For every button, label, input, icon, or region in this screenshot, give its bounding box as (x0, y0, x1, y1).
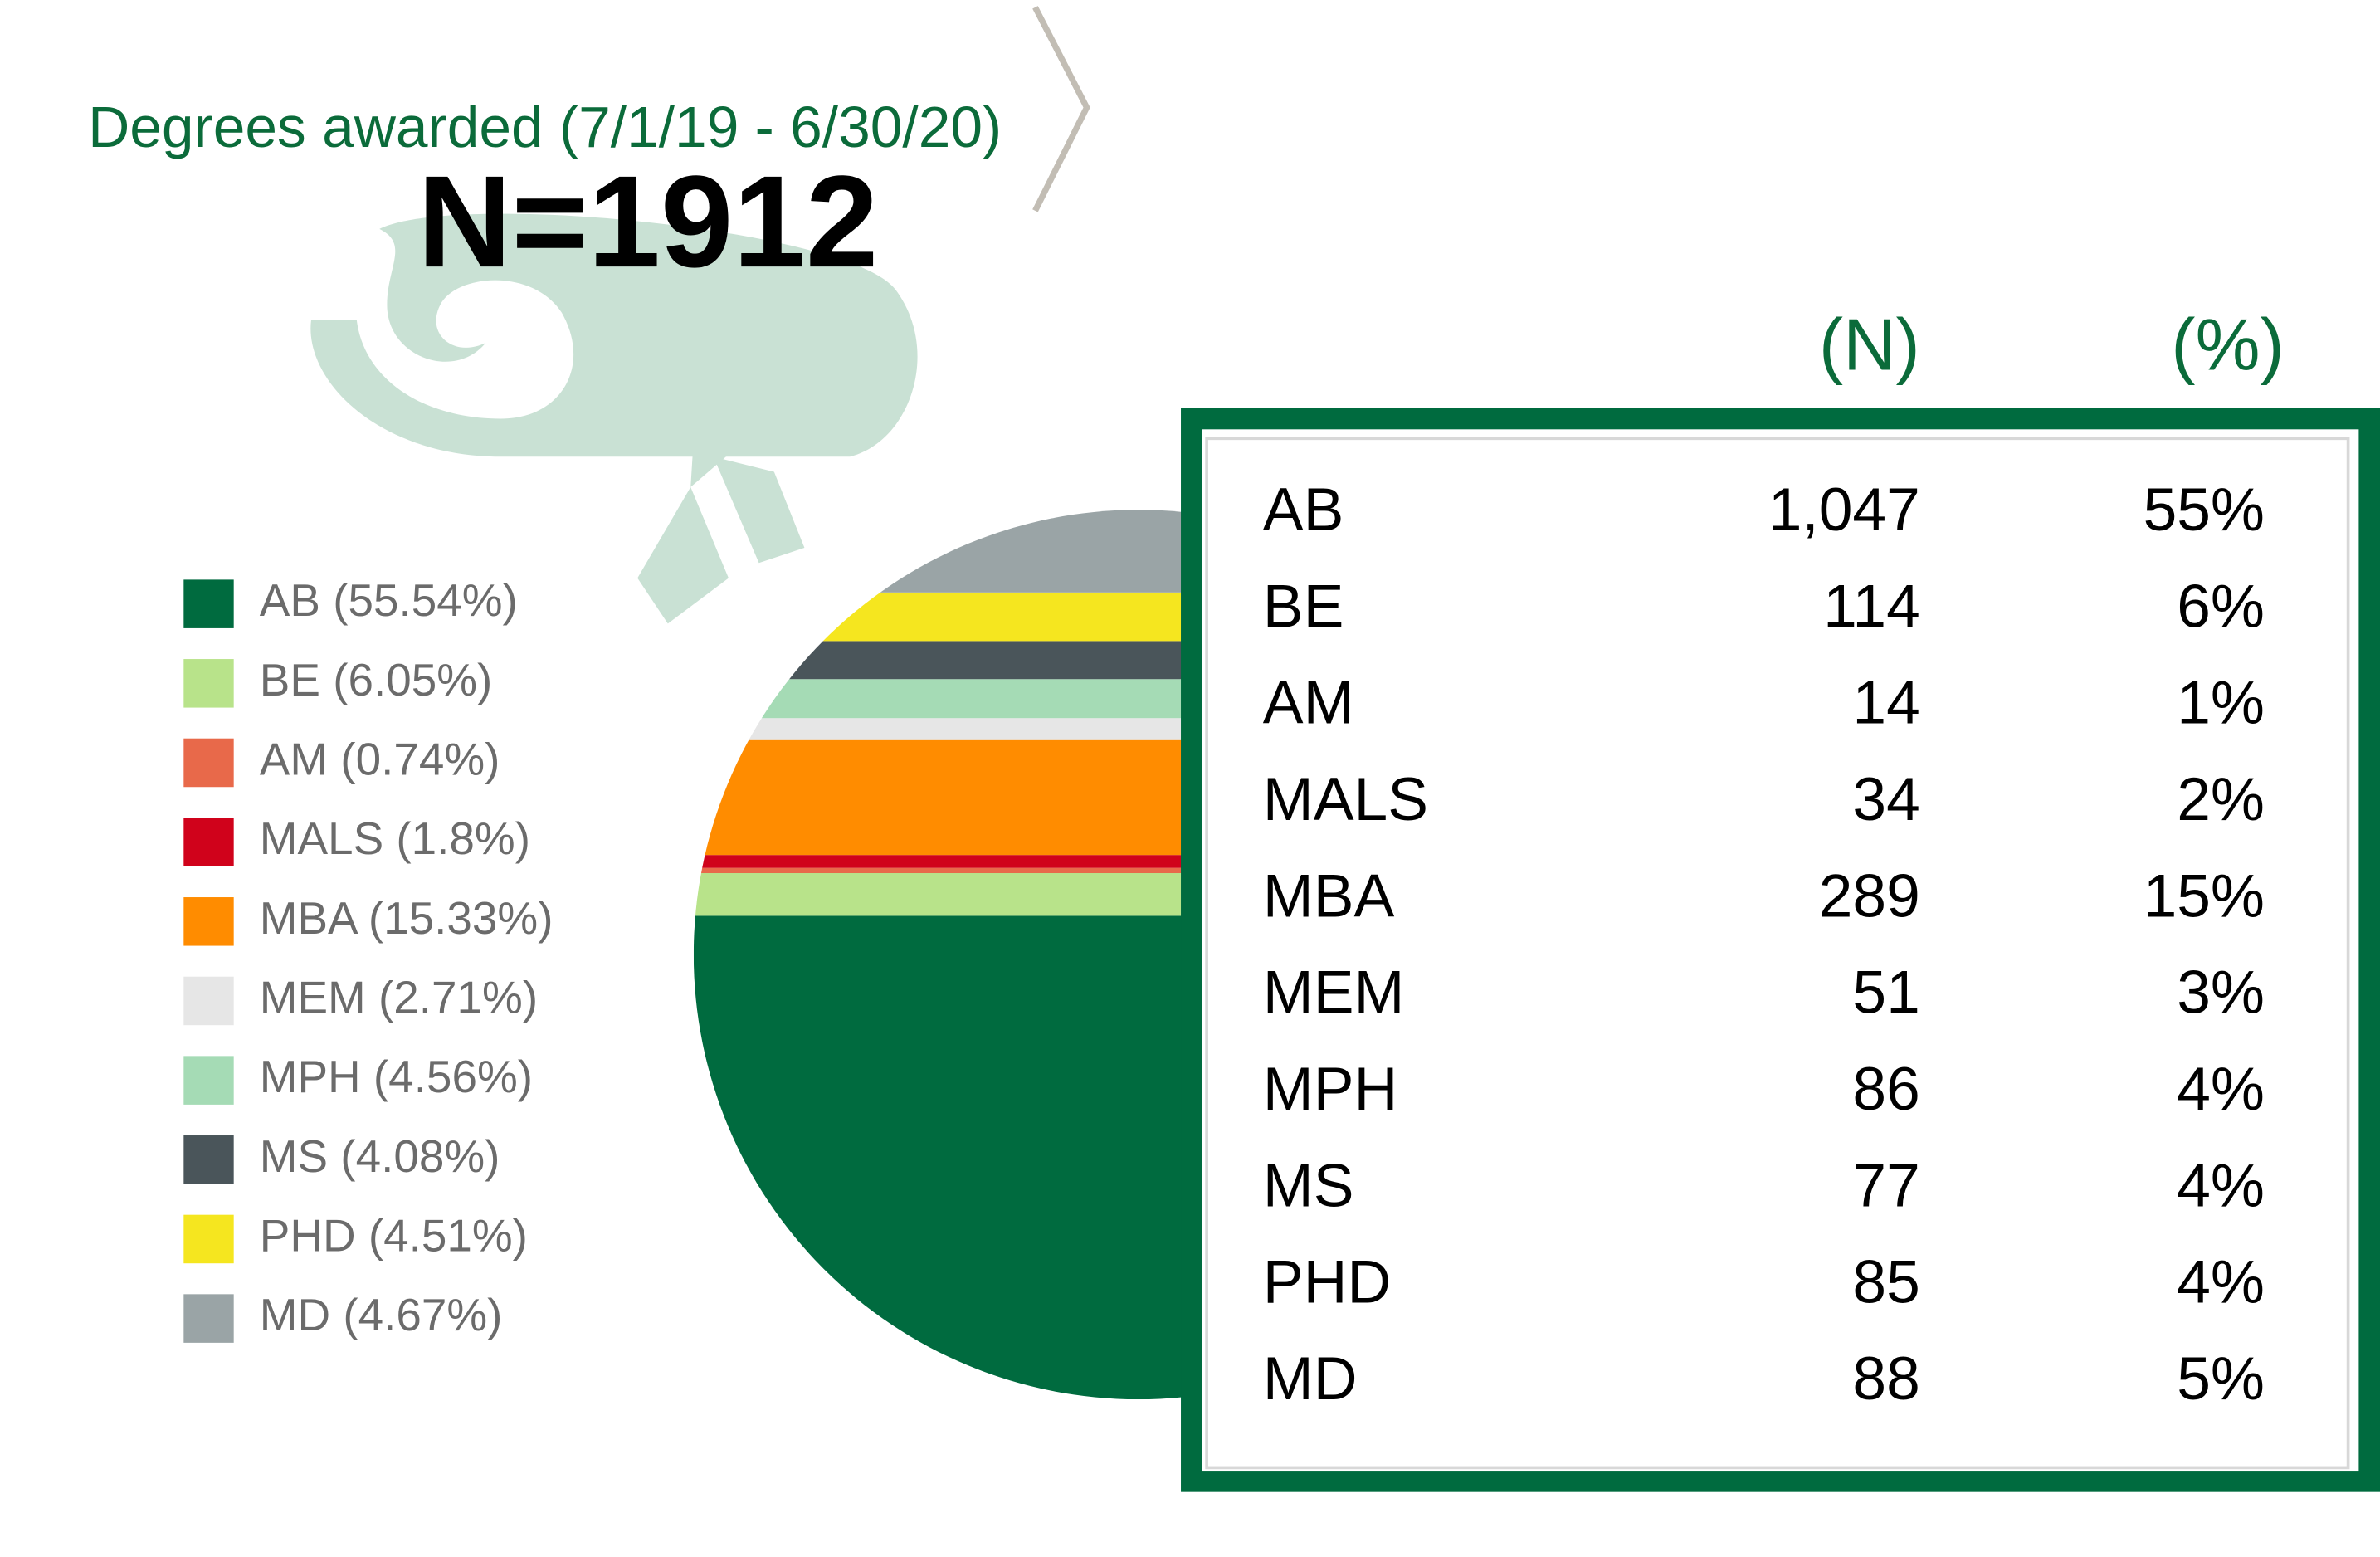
legend-swatch (183, 818, 234, 866)
legend-label: PHD (4.51%) (260, 1209, 528, 1261)
cell-value: 4% (2177, 1151, 2265, 1219)
cell-value: 85 (1852, 1248, 1919, 1316)
cell-value: 4% (2177, 1248, 2265, 1316)
legend-label: AM (0.74%) (260, 733, 500, 784)
column-header: (N) (1819, 304, 1920, 385)
legend-swatch (183, 1294, 234, 1343)
legend-swatch (183, 659, 234, 708)
legend-label: MD (4.67%) (260, 1289, 503, 1340)
table-frame (1181, 408, 2380, 1492)
cell-value: 1,047 (1768, 476, 1920, 544)
cell-value: 3% (2177, 959, 2265, 1027)
row-label: AM (1263, 669, 1354, 737)
chevron (1032, 6, 1090, 212)
row-label: AB (1263, 476, 1344, 544)
legend-label: AB (55.54%) (260, 574, 518, 626)
legend-swatch (183, 976, 234, 1026)
diploma-icon (310, 213, 918, 624)
row-label: MPH (1263, 1055, 1398, 1123)
table-inner (1205, 437, 2350, 1470)
cell-value: 88 (1852, 1345, 1919, 1413)
cell-value: 114 (1823, 572, 1920, 640)
cell-value: 15% (2143, 861, 2265, 930)
title: Degrees awarded (7/1/19 - 6/30/20) (88, 95, 1002, 159)
cell-value: 14 (1852, 669, 1919, 737)
legend-swatch (183, 1056, 234, 1105)
legend-swatch (183, 1214, 234, 1264)
row-label: BE (1263, 572, 1344, 640)
cell-value: 51 (1852, 959, 1919, 1027)
table: (N) (%) AB 1,047 55% BE 114 6% AM 14 1% MALS 34 2% MBA… (1263, 304, 2285, 1413)
cell-value: 6% (2177, 572, 2265, 640)
total: N=1912 (417, 149, 878, 295)
legend-label: MPH (4.56%) (260, 1051, 533, 1102)
cell-value: 77 (1852, 1151, 1919, 1219)
cell-value: 55% (2143, 476, 2265, 544)
cell-value: 289 (1819, 861, 1920, 930)
row-label: MALS (1263, 765, 1428, 833)
cell-value: 86 (1852, 1055, 1919, 1123)
legend-swatch (183, 579, 234, 628)
row-label: MBA (1263, 861, 1395, 930)
legend-label: MS (4.08%) (260, 1130, 500, 1182)
cell-value: 2% (2177, 765, 2265, 833)
row-label: MEM (1263, 959, 1405, 1027)
legend-swatch (183, 738, 234, 788)
row-label: MS (1263, 1151, 1354, 1219)
cell-value: 1% (2177, 669, 2265, 737)
legend-label: MEM (2.71%) (260, 971, 538, 1023)
cell-value: 34 (1852, 765, 1919, 833)
legend-label: BE (6.05%) (260, 654, 493, 705)
legend: AB (55.54%) BE (6.05%) AM (0.74%) MALS (1.8… (183, 574, 553, 1343)
legend-swatch (183, 897, 234, 946)
pie-band (693, 867, 1583, 874)
legend-swatch (183, 1135, 234, 1184)
column-header: (%) (2171, 304, 2285, 385)
legend-label: MALS (1.8%) (260, 813, 530, 864)
cell-value: 4% (2177, 1055, 2265, 1123)
legend-label: MBA (15.33%) (260, 892, 554, 944)
row-label: MD (1263, 1345, 1358, 1413)
row-label: PHD (1263, 1248, 1391, 1316)
cell-value: 5% (2177, 1345, 2265, 1413)
